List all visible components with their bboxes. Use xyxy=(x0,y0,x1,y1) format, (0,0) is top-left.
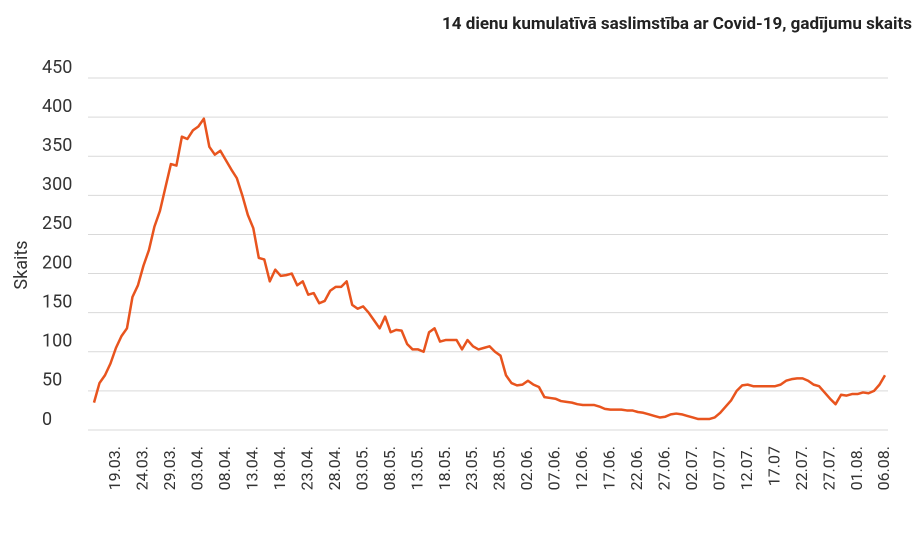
x-tick-label: 13.05. xyxy=(407,446,426,490)
x-tick-label: 03.05. xyxy=(352,446,371,490)
x-tick-label: 29.03. xyxy=(160,446,179,490)
x-tick-label: 08.05. xyxy=(380,446,399,490)
x-tick-label: 03.04. xyxy=(188,446,207,490)
x-tick-label: 13.04. xyxy=(243,446,262,490)
y-tick-label: 200 xyxy=(42,252,72,273)
x-tick-label: 24.03. xyxy=(133,446,152,490)
y-axis-label: Skaits xyxy=(11,240,32,289)
x-tick-label: 27.07. xyxy=(819,446,838,490)
y-tick-label: 300 xyxy=(42,174,72,195)
x-tick-label: 19.03. xyxy=(105,446,124,490)
y-tick-label: 50 xyxy=(42,370,62,391)
x-tick-label: 28.04. xyxy=(325,446,344,490)
y-tick-label: 350 xyxy=(42,135,72,156)
x-tick-label: 23.04. xyxy=(297,446,316,490)
x-tick-label: 18.05. xyxy=(435,446,454,490)
x-tick-label: 07.06. xyxy=(545,446,564,490)
x-tick-label: 17.07 xyxy=(764,446,783,486)
x-tick-label: 22.06. xyxy=(627,446,646,490)
chart-title: 14 dienu kumulatīvā saslimstība ar Covid… xyxy=(442,14,912,34)
x-tick-label: 07.07. xyxy=(709,446,728,490)
x-tick-label: 18.04. xyxy=(270,446,289,490)
y-tick-label: 0 xyxy=(42,409,52,430)
x-tick-label: 02.06. xyxy=(517,446,536,490)
x-tick-label: 08.04. xyxy=(215,446,234,490)
y-tick-label: 450 xyxy=(42,57,72,78)
x-tick-label: 28.05. xyxy=(490,446,509,490)
y-tick-label: 250 xyxy=(42,213,72,234)
x-tick-label: 12.06. xyxy=(572,446,591,490)
x-tick-label: 02.07. xyxy=(682,446,701,490)
x-tick-label: 23.05. xyxy=(462,446,481,490)
x-tick-label: 01.08. xyxy=(847,446,866,490)
y-tick-label: 100 xyxy=(42,331,72,352)
x-tick-label: 17.06. xyxy=(600,446,619,490)
y-tick-label: 150 xyxy=(42,291,72,312)
x-tick-label: 06.08. xyxy=(874,446,893,490)
y-tick-label: 400 xyxy=(42,96,72,117)
x-tick-label: 12.07. xyxy=(737,446,756,490)
x-tick-label: 22.07. xyxy=(792,446,811,490)
x-tick-label: 27.06. xyxy=(654,446,673,490)
data-line xyxy=(92,117,887,421)
